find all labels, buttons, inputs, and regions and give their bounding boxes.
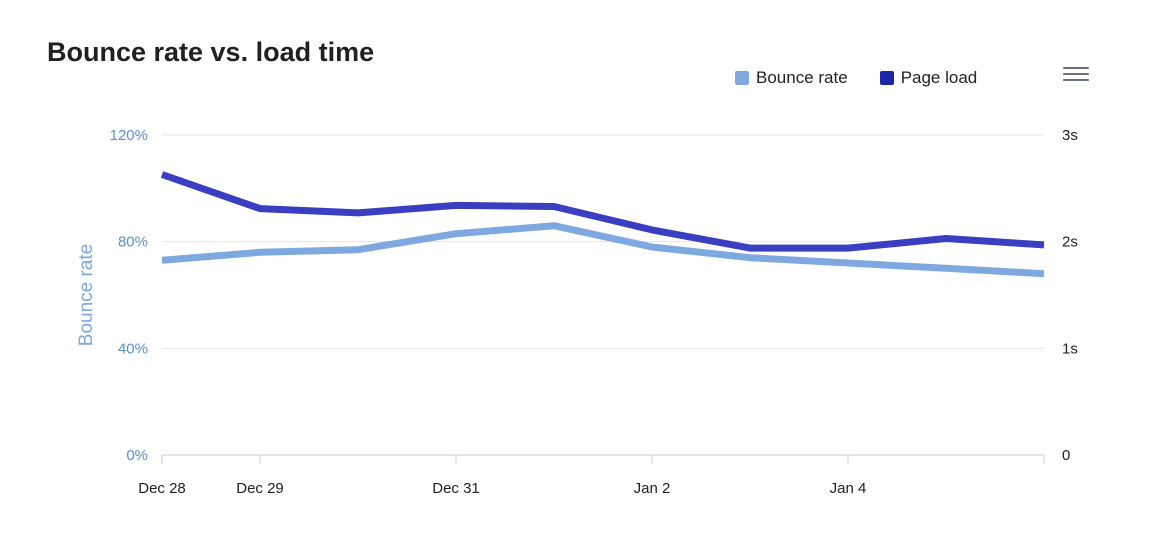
y-right-tick-label: 3s <box>1062 127 1078 144</box>
y-left-tick-label: 120% <box>110 127 148 144</box>
legend-item-page-load[interactable]: Page load <box>879 68 978 88</box>
chart-title: Bounce rate vs. load time <box>47 37 375 67</box>
y-right-tick-label: 1s <box>1062 340 1078 357</box>
y-left-tick-label: 80% <box>118 234 148 251</box>
y-left-tick-label: 40% <box>118 340 148 357</box>
legend-item-bounce-rate[interactable]: Bounce rate <box>735 68 848 88</box>
y-axis-title: Bounce rate <box>76 244 97 346</box>
y-left-tick-label: 0% <box>126 447 148 464</box>
x-tick-label: Jan 4 <box>830 480 867 497</box>
legend-swatch-page-load <box>879 71 894 85</box>
x-tick-label: Dec 31 <box>432 480 480 497</box>
x-tick-label: Dec 29 <box>236 480 284 497</box>
legend-label-page-load: Page load <box>900 68 978 87</box>
series-line-page-load <box>160 171 1045 252</box>
x-tick-label: Jan 2 <box>634 480 671 497</box>
legend-swatch-bounce-rate <box>735 71 749 85</box>
y-right-tick-label: 0 <box>1062 447 1070 464</box>
x-tick-label: Dec 28 <box>138 480 186 497</box>
legend: Bounce rate Page load <box>735 68 1009 88</box>
hamburger-menu-icon[interactable] <box>1063 64 1089 84</box>
y-right-tick-label: 2s <box>1062 234 1078 251</box>
legend-label-bounce-rate: Bounce rate <box>756 68 848 87</box>
series-line-bounce-rate <box>161 222 1045 278</box>
